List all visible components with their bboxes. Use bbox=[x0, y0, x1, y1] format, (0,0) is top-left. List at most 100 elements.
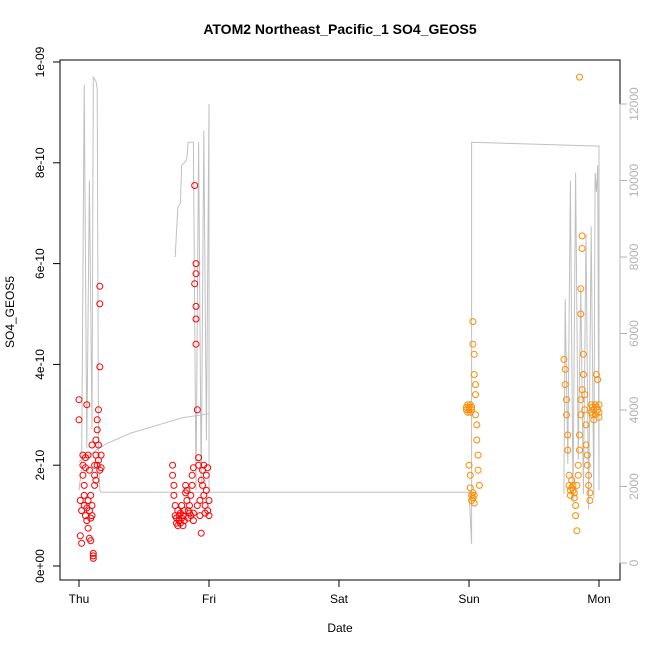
y-right-tick-label: 0 bbox=[627, 559, 641, 566]
data-point bbox=[193, 406, 201, 414]
data-point bbox=[572, 502, 580, 509]
y-axis-label: SO4_GEOS5 bbox=[3, 276, 17, 348]
data-point bbox=[576, 431, 583, 439]
x-tick-label: Sat bbox=[330, 592, 349, 606]
data-point bbox=[93, 416, 101, 424]
data-point bbox=[192, 340, 200, 348]
data-point bbox=[188, 471, 196, 479]
data-point bbox=[470, 491, 478, 499]
data-point bbox=[585, 471, 593, 479]
data-point bbox=[572, 512, 580, 520]
data-point bbox=[582, 441, 590, 449]
data-point bbox=[170, 481, 178, 489]
data-point bbox=[192, 270, 200, 278]
y-tick-label: 2e-10 bbox=[33, 450, 47, 481]
data-point bbox=[91, 471, 99, 479]
data-point bbox=[78, 539, 86, 547]
data-point bbox=[75, 416, 83, 424]
data-point bbox=[197, 476, 205, 484]
data-point bbox=[89, 554, 97, 562]
data-point bbox=[188, 481, 196, 489]
data-point bbox=[170, 491, 178, 499]
data-point bbox=[473, 436, 481, 444]
data-point bbox=[581, 391, 589, 399]
data-point bbox=[472, 411, 479, 419]
data-point bbox=[595, 413, 603, 421]
data-point bbox=[470, 350, 478, 358]
y-right-tick-label: 10000 bbox=[627, 163, 641, 197]
data-point bbox=[469, 340, 477, 348]
plot-frame bbox=[59, 59, 621, 581]
altitude-line-2 bbox=[78, 141, 600, 544]
data-point bbox=[573, 527, 581, 535]
data-point bbox=[97, 451, 105, 459]
x-tick-label: Fri bbox=[202, 592, 216, 606]
data-point bbox=[574, 471, 582, 479]
data-point bbox=[189, 517, 197, 525]
data-point bbox=[585, 481, 593, 489]
data-point bbox=[196, 497, 204, 504]
data-point bbox=[574, 461, 582, 469]
data-point bbox=[199, 481, 206, 489]
data-point bbox=[595, 408, 603, 416]
data-point bbox=[570, 494, 578, 502]
data-point bbox=[76, 497, 84, 504]
data-point bbox=[563, 411, 570, 419]
data-point bbox=[204, 507, 212, 515]
data-point bbox=[583, 451, 591, 459]
data-point bbox=[586, 497, 594, 504]
data-point bbox=[579, 371, 587, 378]
data-point bbox=[89, 552, 97, 560]
data-point bbox=[576, 73, 583, 81]
data-point bbox=[560, 355, 568, 363]
data-point bbox=[472, 381, 479, 389]
data-point bbox=[169, 461, 177, 469]
data-point bbox=[191, 280, 199, 288]
data-point bbox=[92, 476, 100, 484]
data-point bbox=[75, 396, 83, 404]
data-point bbox=[570, 489, 578, 497]
data-point bbox=[578, 232, 586, 240]
data-point bbox=[470, 371, 478, 378]
x-tick-label: Mon bbox=[587, 592, 610, 606]
data-point bbox=[568, 476, 576, 484]
data-point bbox=[179, 522, 187, 530]
x-axis: Thu Fri Sat Sun Mon bbox=[69, 579, 611, 606]
data-point bbox=[169, 471, 177, 479]
data-point bbox=[91, 461, 99, 469]
data-point bbox=[579, 350, 587, 358]
data-point bbox=[468, 406, 476, 414]
data-point bbox=[473, 421, 481, 429]
data-point bbox=[472, 391, 479, 399]
data-point bbox=[577, 285, 585, 293]
data-point bbox=[96, 282, 104, 290]
data-point bbox=[83, 401, 91, 409]
data-point bbox=[191, 182, 199, 189]
y-right-tick-label: 6000 bbox=[627, 320, 641, 347]
data-point bbox=[578, 245, 586, 252]
data-point bbox=[205, 497, 213, 504]
data-point bbox=[186, 502, 193, 509]
data-point bbox=[577, 396, 585, 404]
data-point bbox=[583, 461, 591, 469]
data-point bbox=[89, 549, 97, 557]
x-tick-label: Thu bbox=[69, 592, 90, 606]
data-point bbox=[581, 406, 589, 414]
data-point bbox=[88, 502, 96, 509]
data-point bbox=[95, 441, 102, 449]
data-point bbox=[97, 464, 105, 472]
data-point bbox=[192, 260, 200, 268]
data-point bbox=[564, 446, 572, 454]
data-point bbox=[569, 481, 577, 489]
data-point bbox=[187, 491, 195, 499]
data-point bbox=[76, 532, 84, 540]
data-point bbox=[586, 489, 594, 497]
y-right-tick-label: 8000 bbox=[627, 243, 641, 270]
y-axis-right: 0 2000 4000 6000 8000 10000 12000 bbox=[619, 87, 641, 566]
data-point bbox=[470, 499, 478, 507]
y-tick-label: 6e-10 bbox=[33, 248, 47, 279]
data-point bbox=[87, 537, 95, 545]
data-point bbox=[95, 406, 102, 414]
y-right-tick-label: 2000 bbox=[627, 473, 641, 500]
